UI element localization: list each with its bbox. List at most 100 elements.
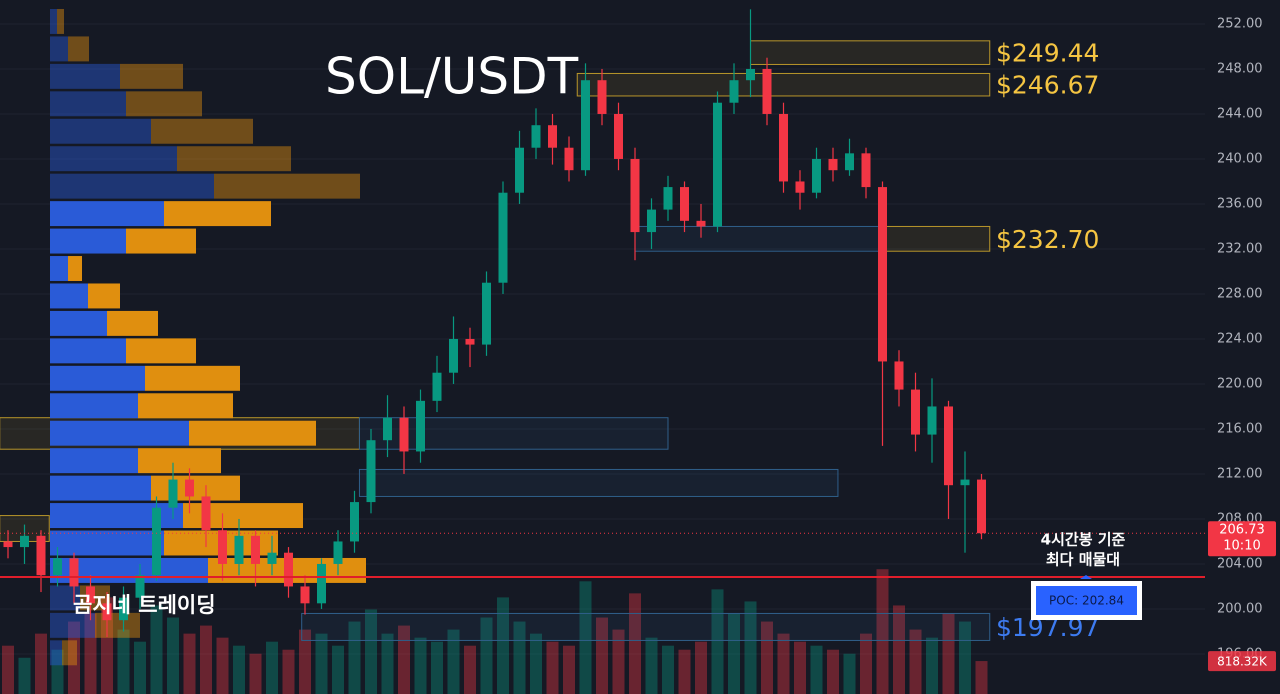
profile-sell	[183, 503, 303, 529]
candle-body	[663, 187, 673, 210]
candle-body	[399, 417, 409, 452]
candle-body	[317, 563, 326, 604]
volume-bar	[299, 629, 311, 694]
volume-bar	[794, 641, 806, 694]
volume-bar	[678, 649, 691, 694]
profile-buy	[50, 530, 164, 556]
price-zone	[750, 40, 991, 65]
volume-bar	[711, 589, 724, 694]
candle-body	[779, 113, 788, 182]
candle-body	[218, 530, 227, 564]
volume-bars	[2, 569, 988, 694]
candle-body	[894, 361, 904, 390]
candle-body	[3, 541, 13, 548]
volume-bar	[612, 629, 625, 694]
candle-body	[564, 147, 574, 171]
volume-bar	[84, 613, 97, 694]
y-tick-label: 212.00	[1217, 466, 1263, 481]
note-line: 4시간봉 기준	[1041, 531, 1126, 549]
candle-body	[960, 479, 970, 486]
profile-sell	[189, 420, 316, 446]
candle-body	[614, 113, 623, 159]
y-tick-label: 252.00	[1217, 16, 1263, 31]
profile-sell	[151, 475, 240, 501]
candle-body	[383, 417, 392, 441]
candle-body	[119, 597, 128, 621]
profile-sell	[107, 310, 158, 336]
profile-buy	[50, 338, 126, 364]
profile-buy	[50, 393, 138, 419]
candle-body	[20, 535, 29, 548]
y-tick-label: 200.00	[1217, 601, 1263, 616]
volume-bar	[315, 633, 328, 694]
profile-buy	[50, 36, 68, 62]
volume-bar	[101, 597, 113, 694]
profile-sell	[151, 118, 253, 144]
y-axis: 196.00200.00204.00208.00212.00216.00220.…	[1208, 16, 1276, 672]
volume-bar	[68, 621, 80, 694]
volume-bar	[893, 605, 905, 694]
profile-buy	[50, 585, 80, 611]
volume-bar	[249, 653, 262, 694]
volume-bar	[167, 617, 179, 694]
candle-body	[828, 158, 838, 171]
price-zone	[358, 417, 669, 450]
candle-body	[581, 80, 590, 171]
profile-buy	[50, 118, 151, 144]
profile-sell	[68, 256, 82, 281]
candle-body	[729, 80, 739, 103]
volume-bar	[35, 633, 47, 694]
candle-body	[152, 507, 161, 576]
profile-buy	[50, 8, 57, 34]
profile-sell	[88, 283, 120, 309]
zone-label: $246.67	[996, 71, 1099, 100]
profile-sell	[126, 338, 196, 364]
profile-sell	[138, 448, 221, 474]
profile-buy	[50, 612, 95, 638]
candle-body	[251, 535, 260, 564]
candle-body	[284, 552, 293, 587]
profile-sell	[177, 146, 291, 172]
volume-bar	[447, 629, 460, 694]
candle-body	[713, 102, 722, 227]
candle-body	[135, 575, 145, 598]
volume-bar	[695, 641, 707, 694]
zone-label: $232.70	[996, 225, 1099, 254]
volume-bar	[728, 613, 740, 694]
volume-bar	[596, 617, 608, 694]
profile-buy	[50, 173, 214, 199]
volume-bar	[629, 593, 641, 694]
volume-bar	[2, 645, 14, 694]
price-zone	[634, 225, 883, 252]
profile-buy	[50, 640, 62, 666]
candle-body	[680, 187, 689, 221]
price-label-box	[1208, 521, 1276, 557]
candle-body	[795, 181, 805, 193]
candle-body	[482, 282, 491, 345]
candle-body	[977, 479, 986, 534]
candle-body	[366, 440, 376, 503]
volume-bar	[876, 569, 889, 694]
volume-bar	[150, 605, 163, 694]
profile-buy	[50, 503, 183, 529]
profile-sell	[120, 63, 183, 89]
profile-buy	[50, 91, 126, 117]
candle-body	[515, 147, 524, 193]
price-label: 206.73	[1219, 523, 1265, 538]
volume-bar	[563, 645, 575, 694]
volume-bar	[398, 625, 410, 694]
volume-bar	[332, 645, 344, 694]
candle-body	[449, 338, 458, 373]
countdown: 10:10	[1223, 539, 1260, 554]
candle-body	[185, 479, 194, 497]
volume-bar	[233, 645, 245, 694]
volume-bar	[662, 645, 674, 694]
candle-body	[861, 153, 871, 188]
volume-bar	[926, 637, 938, 694]
volume-bar	[744, 601, 757, 694]
candle-body	[548, 125, 557, 148]
candle-body	[36, 535, 46, 576]
y-tick-label: 240.00	[1217, 151, 1263, 166]
profile-sell	[57, 8, 64, 34]
volume-bar	[348, 621, 361, 694]
